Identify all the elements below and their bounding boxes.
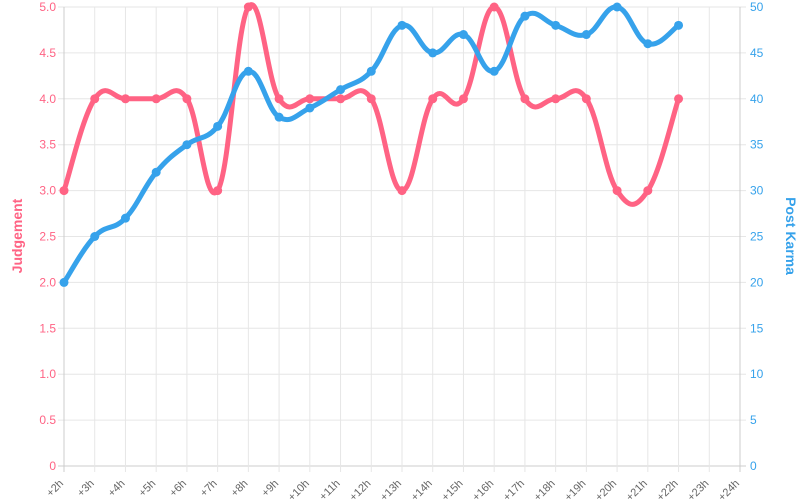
x-tick-label: +19h (562, 478, 588, 500)
y-left-tick-label: 4.0 (39, 92, 56, 106)
y-right-tick-label: 45 (750, 46, 764, 60)
data-point-judgement (59, 186, 69, 196)
data-point-post-karma (366, 66, 376, 76)
data-point-post-karma (520, 11, 530, 21)
x-tick-label: +16h (470, 478, 496, 500)
data-point-judgement (182, 94, 192, 104)
y-left-tick-label: 5.0 (39, 0, 56, 14)
y-left-tick-label: 0.5 (39, 413, 56, 427)
y-left-tick-label: 2.0 (39, 275, 56, 289)
y-left-tick-label: 3.5 (39, 138, 56, 152)
x-axis: +2h +3h +4h +5h +6h +7h +8h +9h +10h +11h +12h +13h… (44, 478, 742, 500)
x-tick-label: +7h (198, 478, 220, 500)
data-point-judgement (397, 186, 407, 196)
y-right-tick-label: 10 (750, 367, 764, 381)
y-right-tick-label: 20 (750, 275, 764, 289)
data-point-judgement (520, 94, 530, 104)
x-tick-label: +5h (137, 478, 159, 500)
data-point-judgement (305, 94, 315, 104)
data-point-post-karma (90, 232, 100, 241)
data-point-post-karma (120, 213, 130, 223)
data-point-judgement (213, 186, 223, 196)
data-point-post-karma (274, 112, 284, 122)
x-tick-label: +13h (378, 478, 404, 500)
y-left-tick-label: 0 (49, 459, 56, 473)
data-point-post-karma (397, 20, 407, 30)
x-tick-label: +4h (106, 478, 128, 500)
y-left-tick-label: 1.0 (39, 367, 56, 381)
y-axis-left: 0 0.5 1.0 1.5 2.0 2.5 3.0 3.5 4.0 4.5 5.0 (39, 0, 56, 473)
y-axis-right: 0 5 10 15 20 25 30 35 40 45 50 (750, 0, 764, 473)
data-point-judgement (612, 186, 622, 196)
data-point-judgement (151, 94, 161, 104)
x-tick-label: +24h (716, 478, 742, 500)
x-tick-label: +18h (532, 478, 558, 500)
data-point-post-karma (182, 140, 192, 150)
data-point-judgement (366, 94, 376, 104)
x-tick-label: +15h (440, 478, 466, 500)
data-point-post-karma (59, 277, 69, 287)
x-tick-label: +2h (44, 478, 66, 500)
data-point-post-karma (643, 39, 653, 49)
y-axis-right-title: Post Karma (783, 197, 799, 275)
data-point-judgement (674, 94, 684, 104)
data-point-judgement (551, 94, 561, 104)
data-point-judgement (90, 94, 100, 104)
data-point-judgement (581, 94, 591, 104)
y-left-tick-label: 1.5 (39, 321, 56, 335)
data-point-post-karma (612, 2, 622, 12)
x-tick-label: +9h (260, 478, 282, 500)
data-point-judgement (489, 2, 499, 12)
x-tick-label: +17h (501, 478, 527, 500)
x-tick-label: +14h (409, 478, 435, 500)
data-point-judgement (243, 2, 253, 12)
data-point-post-karma (336, 85, 346, 95)
data-point-post-karma (305, 103, 315, 113)
data-point-post-karma (428, 48, 438, 58)
data-point-judgement (643, 186, 653, 196)
x-tick-label: +21h (624, 478, 650, 500)
data-point-post-karma (674, 20, 684, 30)
data-point-judgement (274, 94, 284, 104)
x-tick-label: +3h (75, 478, 97, 500)
y-right-tick-label: 35 (750, 138, 764, 152)
data-point-judgement (120, 94, 130, 104)
data-point-post-karma (581, 30, 591, 40)
series-points (59, 2, 684, 287)
data-point-post-karma (151, 167, 161, 177)
y-right-tick-label: 5 (750, 413, 757, 427)
data-point-post-karma (213, 121, 223, 131)
x-tick-label: +8h (229, 478, 251, 500)
y-right-tick-label: 40 (750, 92, 764, 106)
data-point-judgement (428, 94, 438, 104)
y-right-tick-label: 0 (750, 459, 757, 473)
grid-lines (58, 6, 746, 472)
x-tick-label: +10h (286, 478, 312, 500)
x-tick-label: +11h (317, 478, 342, 500)
data-point-judgement (336, 94, 346, 104)
data-point-post-karma (458, 30, 468, 40)
data-point-post-karma (243, 66, 253, 76)
x-tick-label: +22h (655, 478, 681, 500)
y-right-tick-label: 25 (750, 230, 764, 244)
x-tick-label: +23h (685, 478, 711, 500)
x-tick-label: +6h (167, 478, 189, 500)
x-tick-label: +20h (593, 478, 619, 500)
x-tick-label: +12h (347, 478, 373, 500)
data-point-post-karma (551, 20, 561, 30)
y-right-tick-label: 30 (750, 184, 764, 198)
data-point-judgement (458, 94, 468, 104)
y-right-tick-label: 50 (750, 0, 764, 14)
y-axis-left-title: Judgement (9, 198, 25, 273)
y-left-tick-label: 2.5 (39, 230, 56, 244)
y-left-tick-label: 3.0 (39, 184, 56, 198)
data-point-post-karma (489, 66, 499, 76)
y-left-tick-label: 4.5 (39, 46, 56, 60)
y-right-tick-label: 15 (750, 321, 764, 335)
